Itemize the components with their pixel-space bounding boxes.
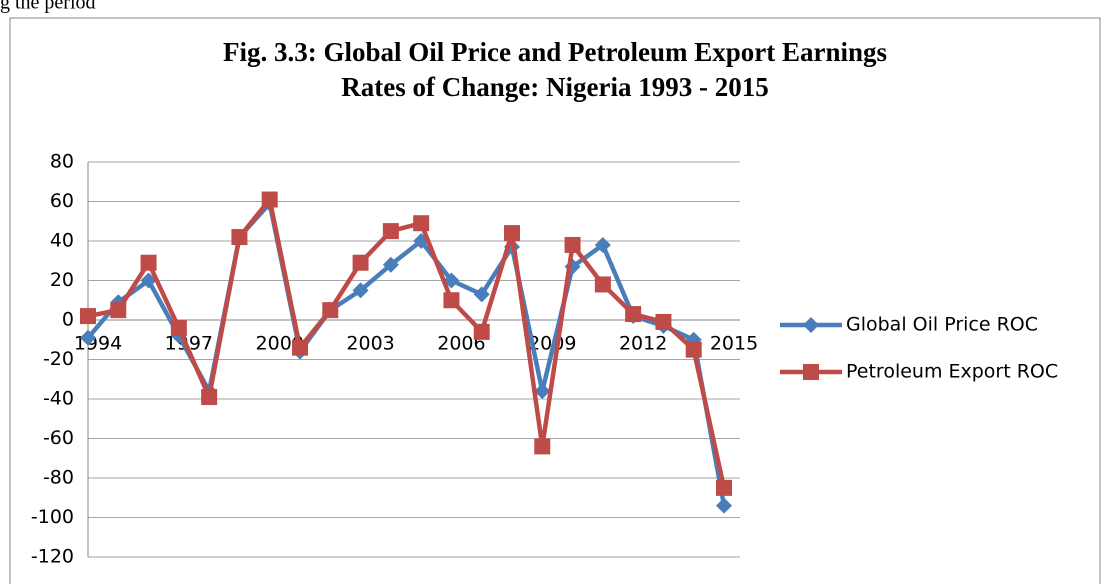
data-point bbox=[594, 276, 611, 293]
data-point bbox=[231, 229, 248, 246]
data-point bbox=[473, 323, 490, 340]
x-tick-label: 2003 bbox=[346, 333, 394, 355]
data-point bbox=[655, 313, 672, 330]
data-point bbox=[534, 438, 551, 455]
data-point bbox=[382, 223, 399, 240]
chart-border bbox=[9, 17, 1101, 584]
data-point bbox=[413, 215, 430, 232]
data-point bbox=[261, 191, 278, 208]
x-tick-label: 2006 bbox=[437, 333, 485, 355]
data-point bbox=[716, 479, 732, 496]
data-point bbox=[80, 308, 96, 325]
data-point bbox=[352, 254, 369, 271]
data-point bbox=[170, 319, 187, 336]
x-tick-label: 1994 bbox=[74, 333, 122, 355]
data-point bbox=[473, 286, 490, 303]
data-point bbox=[352, 282, 369, 299]
data-point bbox=[443, 292, 460, 309]
y-tick-label: -40 bbox=[43, 388, 74, 410]
data-point bbox=[534, 383, 551, 400]
data-point bbox=[140, 254, 157, 271]
y-tick-label: -60 bbox=[43, 427, 74, 449]
data-point bbox=[110, 302, 127, 319]
y-tick-label: -100 bbox=[31, 506, 74, 528]
y-tick-label: 40 bbox=[50, 230, 74, 252]
x-tick-label: 2012 bbox=[619, 333, 667, 355]
legend-label: Global Oil Price ROC bbox=[846, 314, 1038, 336]
data-point bbox=[80, 329, 96, 346]
data-point bbox=[594, 236, 611, 253]
y-tick-label: 20 bbox=[50, 269, 74, 291]
series-line bbox=[87, 197, 727, 489]
data-point bbox=[564, 236, 581, 253]
data-point bbox=[292, 339, 308, 356]
page-text-fragment: g the period bbox=[0, 0, 96, 14]
legend-marker bbox=[803, 317, 819, 333]
data-point bbox=[716, 497, 732, 514]
y-tick-label: 0 bbox=[62, 309, 74, 331]
y-tick-label: -20 bbox=[43, 348, 74, 370]
y-tick-label: 80 bbox=[50, 151, 74, 173]
x-tick-label: 2015 bbox=[710, 333, 758, 355]
x-tick-label: 2000 bbox=[256, 333, 304, 355]
data-point bbox=[322, 302, 339, 319]
y-tick-label: 60 bbox=[50, 190, 74, 212]
y-tick-label: -80 bbox=[43, 467, 74, 489]
data-point bbox=[201, 389, 218, 406]
legend-marker bbox=[803, 364, 819, 380]
data-point bbox=[625, 306, 642, 323]
data-point bbox=[685, 341, 702, 358]
data-point bbox=[382, 256, 399, 273]
y-tick-label: -120 bbox=[31, 546, 74, 568]
chart-title: Fig. 3.3: Global Oil Price and Petroleum… bbox=[223, 37, 887, 67]
legend-label: Petroleum Export ROC bbox=[846, 361, 1058, 383]
data-point bbox=[504, 225, 520, 242]
chart-subtitle: Rates of Change: Nigeria 1993 - 2015 bbox=[341, 72, 768, 102]
